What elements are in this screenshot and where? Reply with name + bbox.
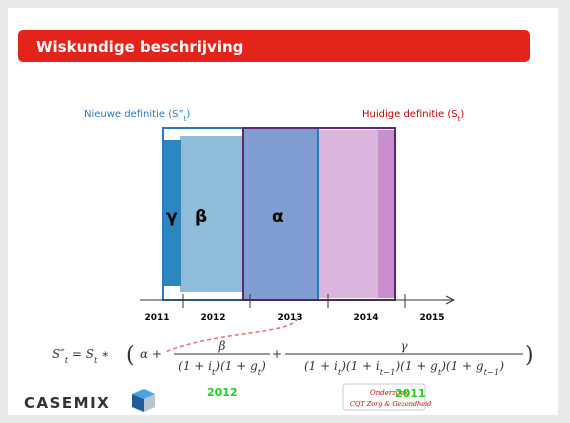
text-part: ) [460,109,464,120]
plus: + [272,347,282,361]
badge-bottom: CQT Zorg & Gezondheid [350,400,431,408]
text-part: )(1 + g [214,359,258,373]
badge [342,383,426,411]
text-part: ∗ [97,347,109,361]
subscript: t [184,115,187,123]
text-part: )(1 + g [394,359,438,373]
num2: γ [400,339,408,353]
subscript: t [212,367,216,377]
year-label: 2015 [419,313,444,323]
alpha-block [243,129,318,299]
text-part: ) [260,359,266,373]
pointer-curve [164,317,299,353]
year-label: 2014 [353,313,378,323]
axis-arrow [445,295,456,305]
label-new: Nieuwe definitie (S”t) [84,109,190,123]
text-part: S″ [52,347,65,361]
gamma-block [164,140,181,286]
year-label: 2013 [277,313,302,323]
subscript: t−1 [380,367,396,377]
text-part: )(1 + i [340,359,380,373]
text-part: (1 + i [178,359,212,373]
year-label: 2012 [200,313,225,323]
current-strip [378,130,395,298]
subscript: t [94,355,98,365]
badge-year: 2011 [395,387,426,400]
alpha-label: α [272,207,284,227]
text-part: (1 + i [304,359,338,373]
den2: (1 + it)(1 + it−1)(1 + gt)(1 + gt−1) [304,359,504,377]
gamma-label: γ [166,207,178,227]
label-current: Huidige definitie (St) [362,109,464,123]
header-title: Wiskundige beschrijving [36,38,243,56]
subscript: t [458,115,461,123]
badge-top: Onderzoek [370,389,409,397]
num1: β [218,339,226,353]
current-block [318,130,378,298]
text-part: Huidige definitie (S [362,109,458,120]
header-bar [18,30,530,62]
alpha-plus: α + [140,347,162,361]
paren-open: ( [126,343,135,368]
footer-year: 2012 [207,386,238,399]
text-part: = S [68,347,94,361]
subscript: t [65,355,69,365]
year-label: 2011 [144,313,169,323]
subscript: t [258,367,262,377]
paren-close: ) [525,343,534,368]
footer-logo: CASEMIX [24,394,110,412]
cube-icon [132,389,155,412]
text-part: Nieuwe definitie (S” [84,109,184,120]
beta-block [180,136,243,292]
text-part: ) [498,359,504,373]
formula-lhs: S″t = St ∗ [52,347,109,365]
subscript: t [438,367,442,377]
text-part: )(1 + g [440,359,484,373]
axis-ticks [182,294,406,308]
subscript: t−1 [484,367,500,377]
subscript: t [338,367,342,377]
text-part: ) [186,109,190,120]
den1: (1 + it)(1 + gt) [178,359,266,377]
beta-label: β [195,207,207,227]
